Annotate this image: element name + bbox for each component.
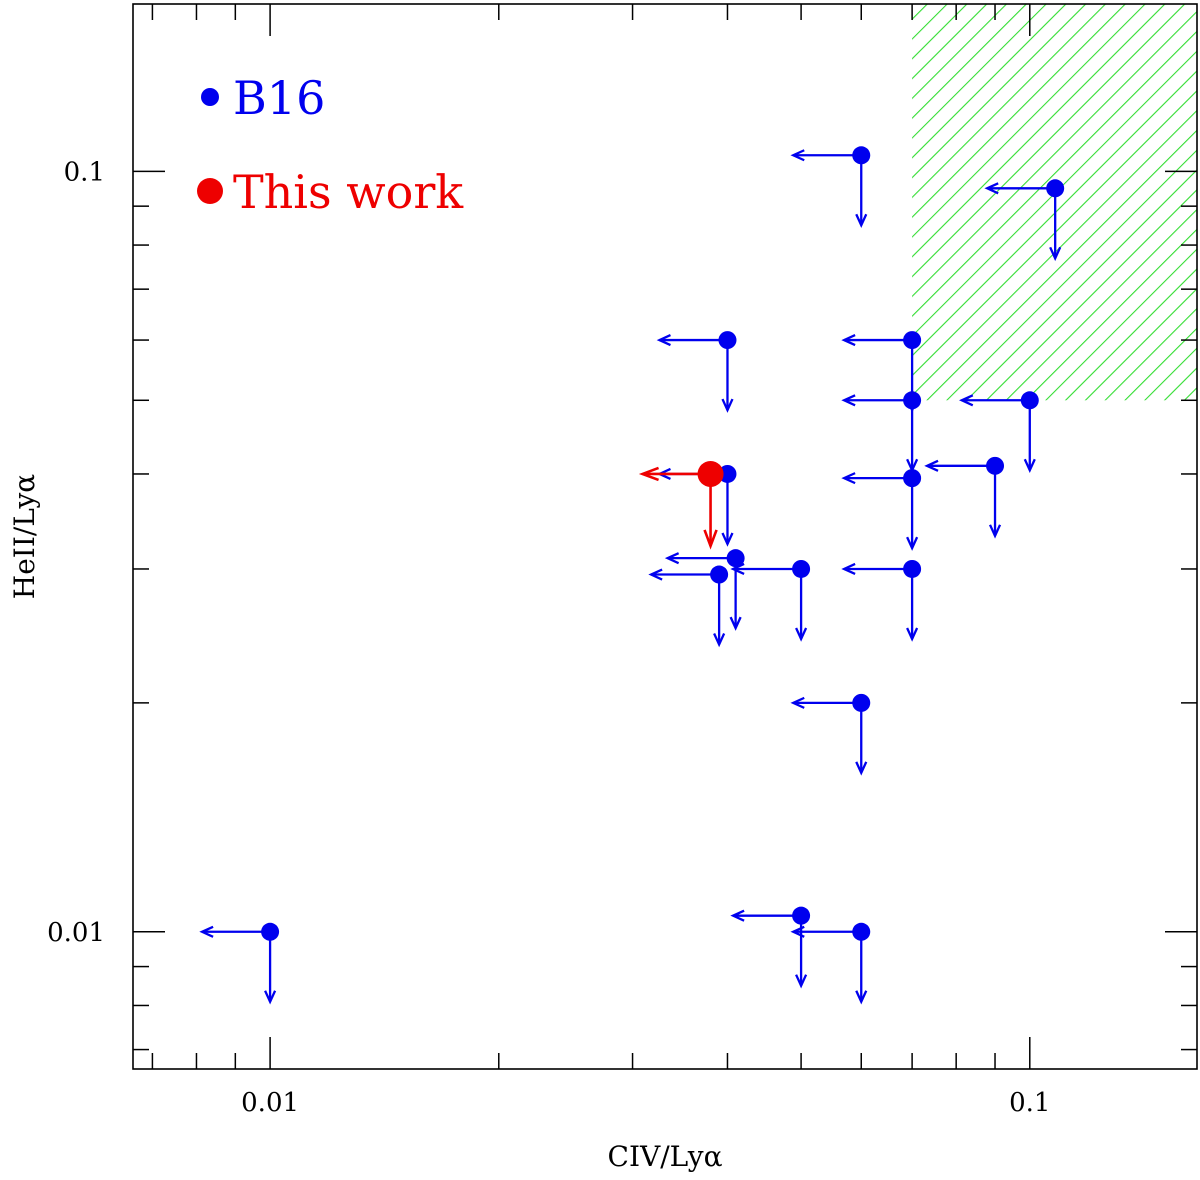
data-point-b16 xyxy=(710,565,729,584)
data-points-layer xyxy=(261,146,1065,941)
arrowhead-y xyxy=(1023,458,1036,474)
data-point-b16 xyxy=(792,559,811,578)
y-tick-label: 0.01 xyxy=(47,918,105,948)
tick-labels-layer: 0.01 0.1 0.01 0.1 xyxy=(47,157,1050,1118)
legend-marker-this-work xyxy=(197,178,223,204)
axis-ticks-layer xyxy=(133,4,1197,1069)
x-tick-label: 0.1 xyxy=(1009,1088,1050,1118)
arrowhead-x xyxy=(790,696,805,709)
arrowhead-x xyxy=(841,562,856,576)
arrowhead-x xyxy=(841,472,856,485)
data-point-b16 xyxy=(903,469,922,488)
y-tick-label: 0.1 xyxy=(64,157,105,187)
data-point-b16 xyxy=(726,549,745,568)
data-point-b16 xyxy=(903,391,922,410)
arrowhead-y xyxy=(906,627,919,642)
legend-label-b16: B16 xyxy=(233,71,325,125)
arrowhead-y xyxy=(855,990,868,1005)
data-point-b16 xyxy=(261,922,280,941)
legend-marker-b16 xyxy=(201,88,219,106)
arrowhead-y xyxy=(855,761,868,776)
arrowhead-y xyxy=(795,974,808,989)
arrowhead-y xyxy=(264,990,277,1005)
data-point-b16 xyxy=(1046,179,1065,198)
data-point-b16 xyxy=(852,146,871,165)
data-point-b16 xyxy=(718,331,737,350)
arrowhead-y xyxy=(1049,246,1062,262)
data-point-b16 xyxy=(903,559,922,578)
arrowhead-y xyxy=(855,213,868,229)
arrowhead-x xyxy=(984,182,999,195)
data-point-b16 xyxy=(986,456,1005,475)
arrowhead-x xyxy=(664,552,680,565)
legend: B16 This work xyxy=(197,71,464,219)
arrowhead-y xyxy=(906,536,919,551)
plot-frame-layer xyxy=(132,3,1198,1070)
y-axis-title: HeII/Lyα xyxy=(8,474,41,599)
arrowhead-x xyxy=(790,925,805,938)
legend-label-this-work: This work xyxy=(233,165,464,219)
arrowhead-x xyxy=(924,459,939,472)
x-tick-label: 0.01 xyxy=(241,1088,299,1118)
data-point-this-work xyxy=(697,460,724,487)
data-point-b16 xyxy=(852,693,871,712)
x-axis-title: CIV/Lyα xyxy=(608,1140,723,1173)
arrowhead-y xyxy=(703,529,718,550)
arrowhead-x xyxy=(790,149,805,162)
arrowhead-x xyxy=(656,334,671,347)
arrowhead-x xyxy=(730,909,745,922)
arrowhead-x xyxy=(959,394,974,407)
arrowhead-x xyxy=(638,466,660,482)
arrowhead-x xyxy=(648,568,663,581)
arrowhead-y xyxy=(721,398,734,413)
arrowhead-x xyxy=(199,925,214,938)
arrowhead-x xyxy=(841,394,856,407)
data-point-b16 xyxy=(1020,391,1039,410)
data-point-b16 xyxy=(792,906,811,925)
data-point-b16 xyxy=(718,464,737,483)
arrowhead-x xyxy=(841,334,856,347)
data-point-b16 xyxy=(852,922,871,941)
arrowhead-y xyxy=(988,524,1002,539)
upper-limit-arrows-layer xyxy=(199,149,1062,1005)
arrowhead-y xyxy=(721,532,734,547)
plot-frame xyxy=(132,3,1198,1070)
arrowhead-y xyxy=(795,627,808,642)
arrowhead-y xyxy=(713,633,726,648)
arrowhead-y xyxy=(729,616,742,631)
data-point-b16 xyxy=(903,331,922,350)
